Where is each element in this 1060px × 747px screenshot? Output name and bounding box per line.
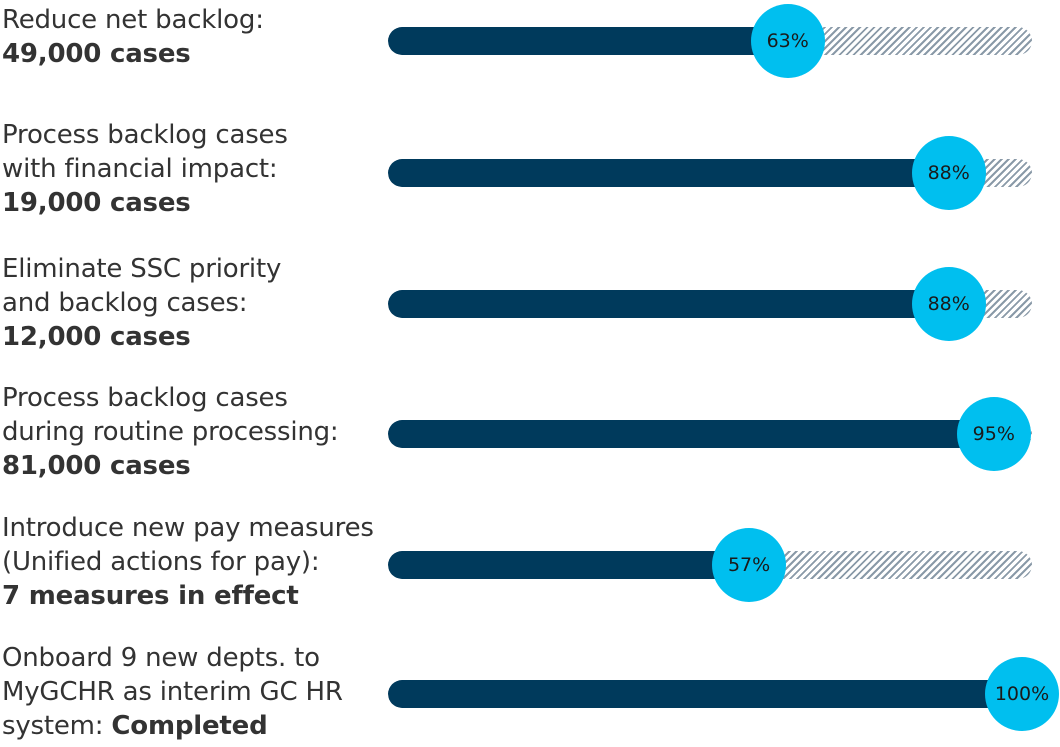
row-label-bold: Completed [111, 711, 268, 741]
row-label-line: Process backlog cases [2, 381, 392, 415]
row-label-line: Reduce net backlog: [2, 3, 392, 37]
progress-fill [388, 290, 941, 318]
row-label-text: Eliminate SSC priority [2, 254, 282, 284]
row-label-bold: 7 measures in effect [2, 581, 299, 611]
progress-fill [388, 680, 1032, 708]
row-label-text: (Unified actions for pay): [2, 547, 320, 577]
percent-bubble: 95% [956, 397, 1031, 471]
row-label-text: system: [2, 711, 112, 741]
row-label-bold: 81,000 cases [2, 451, 191, 481]
row-label: Reduce net backlog: 49,000 cases [2, 3, 392, 71]
row-label-line: (Unified actions for pay): [2, 545, 392, 579]
row-label-line: Onboard 9 new depts. to [2, 641, 392, 675]
row-label: Eliminate SSC priority and backlog cases:… [2, 252, 392, 354]
row-label: Process backlog cases during routine proc… [2, 381, 392, 483]
row-label-text: MyGCHR as interim GC HR [2, 677, 343, 707]
row-label: Introduce new pay measures (Unified actio… [2, 511, 392, 613]
row-label-text: Process backlog cases [2, 120, 288, 150]
progress-track [388, 680, 1032, 708]
row-label: Process backlog cases with financial impa… [2, 118, 392, 220]
row-label: Onboard 9 new depts. to MyGCHR as interim… [2, 641, 392, 743]
progress-fill [388, 27, 780, 55]
row-label-line: during routine processing: [2, 415, 392, 449]
row-label-line: system: Completed [2, 709, 392, 743]
row-label-line: Introduce new pay measures [2, 511, 392, 545]
percent-bubble: 100% [985, 657, 1059, 731]
row-label-bold: 19,000 cases [2, 188, 191, 218]
row-label-text: with financial impact: [2, 154, 278, 184]
row-label-text: Reduce net backlog: [2, 5, 264, 35]
row-label-bold: 49,000 cases [2, 39, 191, 69]
row-label-text: and backlog cases: [2, 288, 248, 318]
row-label-line: Eliminate SSC priority [2, 252, 392, 286]
row-label-text: Process backlog cases [2, 383, 288, 413]
progress-track [388, 420, 1032, 448]
percent-bubble: 88% [911, 136, 986, 210]
row-label-line: Process backlog cases [2, 118, 392, 152]
percent-bubble: 88% [911, 267, 986, 341]
row-label-text: during routine processing: [2, 417, 339, 447]
percent-bubble: 57% [712, 528, 787, 602]
progress-fill [388, 159, 941, 187]
row-label-line: with financial impact: [2, 152, 392, 186]
percent-bubble: 63% [750, 4, 825, 78]
progress-track [388, 27, 1032, 55]
row-label-line: 49,000 cases [2, 37, 392, 71]
row-label-line: 81,000 cases [2, 449, 392, 483]
row-label-bold: 12,000 cases [2, 322, 191, 352]
row-label-line: MyGCHR as interim GC HR [2, 675, 392, 709]
progress-fill [388, 551, 741, 579]
progress-fill [388, 420, 986, 448]
row-label-line: 12,000 cases [2, 320, 392, 354]
row-label-line: 7 measures in effect [2, 579, 392, 613]
row-label-line: 19,000 cases [2, 186, 392, 220]
row-label-text: Onboard 9 new depts. to [2, 643, 320, 673]
row-label-text: Introduce new pay measures [2, 513, 374, 543]
row-label-line: and backlog cases: [2, 286, 392, 320]
progress-track [388, 551, 1032, 579]
